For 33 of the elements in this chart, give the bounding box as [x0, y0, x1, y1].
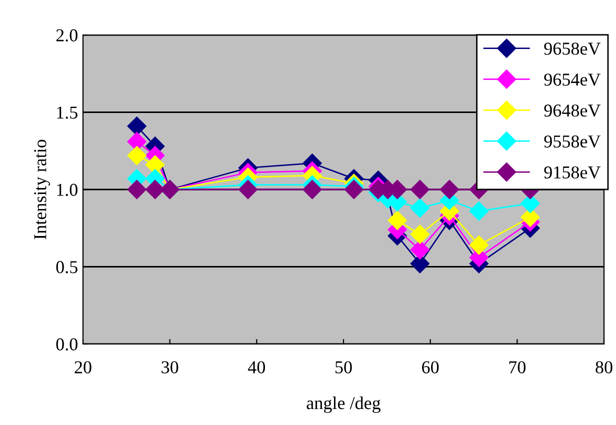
point [127, 180, 146, 200]
point [440, 180, 459, 200]
y-tick-label: 0.0 [56, 338, 78, 351]
x-tick-label: 40 [248, 361, 266, 374]
point [469, 202, 488, 221]
x-tick-label: 50 [336, 361, 352, 374]
x-tick-label: 80 [596, 361, 612, 374]
x-axis-title: angle /deg [306, 396, 381, 413]
y-tick-label: 1.5 [57, 106, 78, 119]
point [127, 146, 146, 166]
x-tick-label: 70 [509, 361, 526, 374]
y-tick-label: 0.5 [56, 261, 78, 274]
point [302, 180, 322, 200]
point [238, 180, 258, 200]
y-axis-title: Intensity ratio [34, 140, 50, 240]
point [388, 210, 407, 230]
legend-label: 9158eV [544, 166, 601, 179]
point [344, 180, 364, 200]
x-tick-label: 30 [162, 361, 178, 374]
legend-label: 9658eV [544, 42, 601, 55]
y-tick-label: 2.0 [56, 29, 78, 42]
y-tick-label: 1.0 [57, 184, 78, 196]
point [127, 116, 146, 136]
point [469, 236, 488, 255]
legend-label: 9558eV [544, 135, 601, 148]
legend-label: 9648eV [544, 104, 601, 117]
legend-label: 9654eV [544, 74, 601, 86]
point [410, 180, 430, 200]
point [410, 224, 430, 244]
x-tick-label: 60 [422, 361, 439, 374]
point [410, 240, 430, 260]
x-tick-label: 20 [74, 361, 92, 374]
point [410, 198, 430, 218]
